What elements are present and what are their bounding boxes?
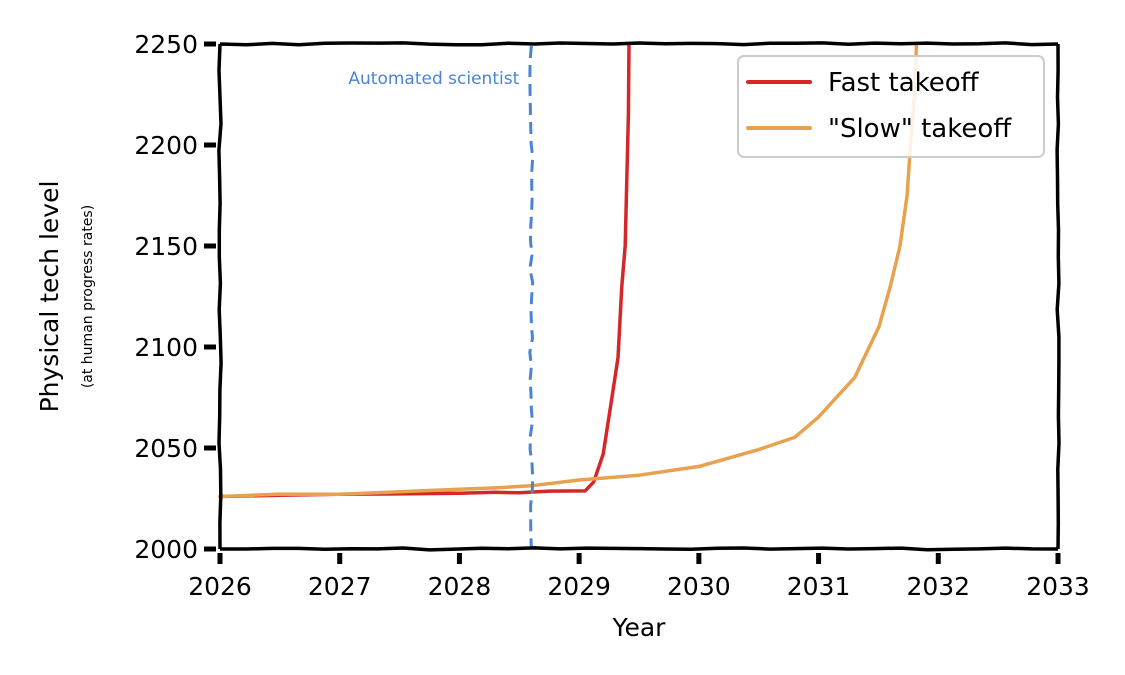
series-layer	[218, 42, 919, 499]
axes-layer: 2000 2050 2100 2150 2200 2250 2026 2027 2028 2029…	[134, 30, 1089, 601]
y-tick-label: 2200	[134, 131, 198, 160]
legend-label-fast-takeoff: Fast takeoff	[828, 68, 980, 98]
y-axis-subtitle: (at human progress rates)	[80, 205, 96, 388]
legend-label-slow-takeoff: "Slow" takeoff	[828, 114, 1012, 144]
x-tick-label: 2027	[308, 572, 372, 601]
automated-scientist-label: Automated scientist	[348, 69, 519, 89]
series-line-fast-takeoff	[218, 42, 631, 499]
x-tick-label: 2029	[547, 572, 611, 601]
plot-frame	[217, 41, 1061, 552]
y-tick-label: 2250	[134, 30, 198, 59]
legend-box	[737, 55, 1045, 158]
series-line-slow-takeoff	[218, 42, 919, 499]
y-tick-label: 2150	[134, 232, 198, 261]
y-tick-label: 2100	[134, 333, 198, 362]
frame-layer	[217, 41, 1061, 552]
x-tick-label: 2030	[667, 572, 731, 601]
y-tick-label: 2050	[134, 434, 198, 463]
x-tick-label: 2032	[906, 572, 970, 601]
annotation-layer: Automated scientist	[348, 45, 535, 548]
automated-scientist-line	[528, 45, 535, 548]
x-tick-label: 2028	[428, 572, 492, 601]
x-axis-title: Year	[612, 613, 667, 642]
x-tick-label: 2031	[787, 572, 851, 601]
x-tick-label: 2033	[1026, 572, 1090, 601]
axis-labels: Year Physical tech level (at human progr…	[35, 181, 666, 642]
y-axis-title: Physical tech level	[35, 181, 64, 413]
y-tick-label: 2000	[134, 535, 198, 564]
legend: Fast takeoff "Slow" takeoff	[737, 55, 1045, 158]
x-tick-label: 2026	[188, 572, 252, 601]
